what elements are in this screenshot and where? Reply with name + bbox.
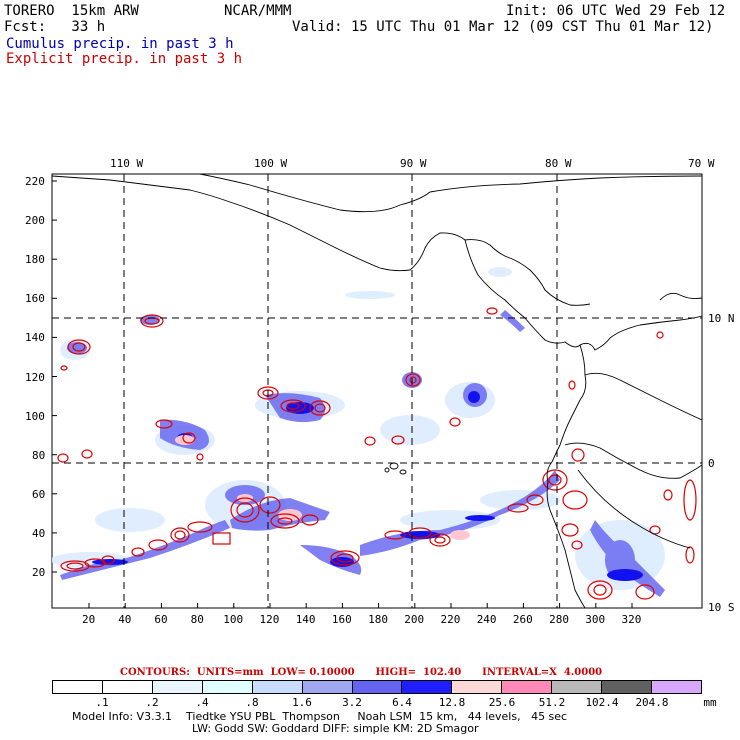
x-tick-label: 220	[440, 613, 461, 626]
lon-label-110w: 110 W	[110, 157, 144, 170]
x-tick-label: 40	[118, 613, 132, 626]
y-tick-label: 80	[32, 448, 46, 462]
lon-label-80w: 80 W	[545, 157, 572, 170]
colorbar-label: .1	[95, 696, 109, 709]
y-tick-label: 40	[32, 526, 46, 540]
y-tick-label: 220	[25, 175, 45, 188]
colorbar-swatch	[202, 681, 253, 693]
x-tick-label: 320	[621, 613, 642, 626]
colorbar-swatch	[452, 681, 503, 693]
colorbar-swatch	[502, 681, 553, 693]
x-tick-label: 300	[585, 613, 606, 626]
colorbar-label: 25.6	[488, 696, 516, 709]
colorbar-label: 3.2	[342, 696, 362, 709]
lat-label-10s: 10 S	[708, 601, 735, 614]
y-tick-label: 100	[25, 409, 45, 423]
colorbar-label: .8	[245, 696, 259, 709]
x-tick-label: 100	[223, 613, 244, 626]
model-title: TORERO 15km ARW	[4, 3, 139, 19]
lat-label-10n: 10 N	[708, 312, 735, 325]
x-tick-label: 120	[259, 613, 280, 626]
colorbar-label: 204.8	[635, 696, 669, 709]
colorbar-swatch	[352, 681, 403, 693]
y-tick-label: 20	[32, 566, 46, 579]
y-tick-label: 200	[25, 214, 45, 228]
model-info: Model Info: V3.3.1 Tiedtke YSU PBL Thomp…	[72, 711, 567, 735]
colorbar-swatch	[302, 681, 353, 693]
colorbar-swatch	[402, 681, 453, 693]
y-tick-label: 160	[25, 292, 45, 306]
org-label: NCAR/MMM	[224, 3, 292, 19]
x-tick-label: 20	[82, 613, 96, 626]
colorbar-label: 12.8	[438, 696, 466, 709]
forecast-hour: Fcst: 33 h	[4, 19, 106, 35]
colorbar-swatch	[602, 681, 653, 693]
colorbar-label: 6.4	[392, 696, 412, 709]
x-tick-label: 240	[476, 613, 497, 626]
colorbar-label: .4	[195, 696, 209, 709]
lon-label-100w: 100 W	[254, 157, 288, 170]
y-tick-label: 120	[25, 370, 45, 384]
colorbar-swatch	[102, 681, 153, 693]
colorbar-swatch	[252, 681, 303, 693]
y-tick-label: 140	[25, 331, 45, 345]
graticule	[52, 174, 702, 608]
colorbar-swatch	[652, 681, 701, 693]
x-tick-label: 160	[331, 613, 352, 626]
colorbar	[52, 680, 702, 694]
lon-label-90w: 90 W	[400, 157, 427, 170]
x-tick-label: 140	[295, 613, 316, 626]
colorbar-label: mm	[703, 696, 717, 709]
colorbar-swatch	[53, 681, 103, 693]
x-tick-label: 60	[154, 613, 168, 626]
lat-label-0: 0	[708, 457, 715, 470]
x-tick-label: 260	[512, 613, 533, 626]
colorbar-label: .2	[145, 696, 159, 709]
x-tick-label: 80	[190, 613, 204, 626]
y-tick-label: 60	[32, 487, 46, 501]
precip-field	[52, 174, 702, 608]
x-tick-label: 280	[549, 613, 569, 626]
lon-label-70w: 70 W	[688, 157, 715, 170]
colorbar-label: 102.4	[585, 696, 619, 709]
x-tick-label: 200	[404, 613, 425, 626]
colorbar-swatch	[552, 681, 603, 693]
coastlines	[52, 174, 702, 608]
axis-ticks	[52, 180, 633, 608]
colorbar-label: 1.6	[292, 696, 312, 709]
init-time: Init: 06 UTC Wed 29 Feb 12	[506, 3, 726, 19]
y-tick-label: 180	[25, 253, 45, 267]
colorbar-swatch	[152, 681, 203, 693]
model-info-line2: LW: Godd SW: Goddard DIFF: simple KM: 2D…	[192, 722, 479, 735]
contours-info: CONTOURS: UNITS=mm LOW= 0.10000 HIGH= 10…	[120, 667, 603, 678]
explicit-contours	[57, 307, 697, 600]
explicit-legend: Explicit precip. in past 3 h	[6, 51, 243, 67]
colorbar-label: 51.2	[538, 696, 566, 709]
x-tick-label: 180	[368, 613, 388, 626]
valid-time: Valid: 15 UTC Thu 01 Mar 12 (09 CST Thu …	[292, 19, 714, 35]
model-info-line1: Model Info: V3.3.1 Tiedtke YSU PBL Thomp…	[72, 710, 568, 723]
cumulus-legend: Cumulus precip. in past 3 h	[6, 36, 234, 52]
